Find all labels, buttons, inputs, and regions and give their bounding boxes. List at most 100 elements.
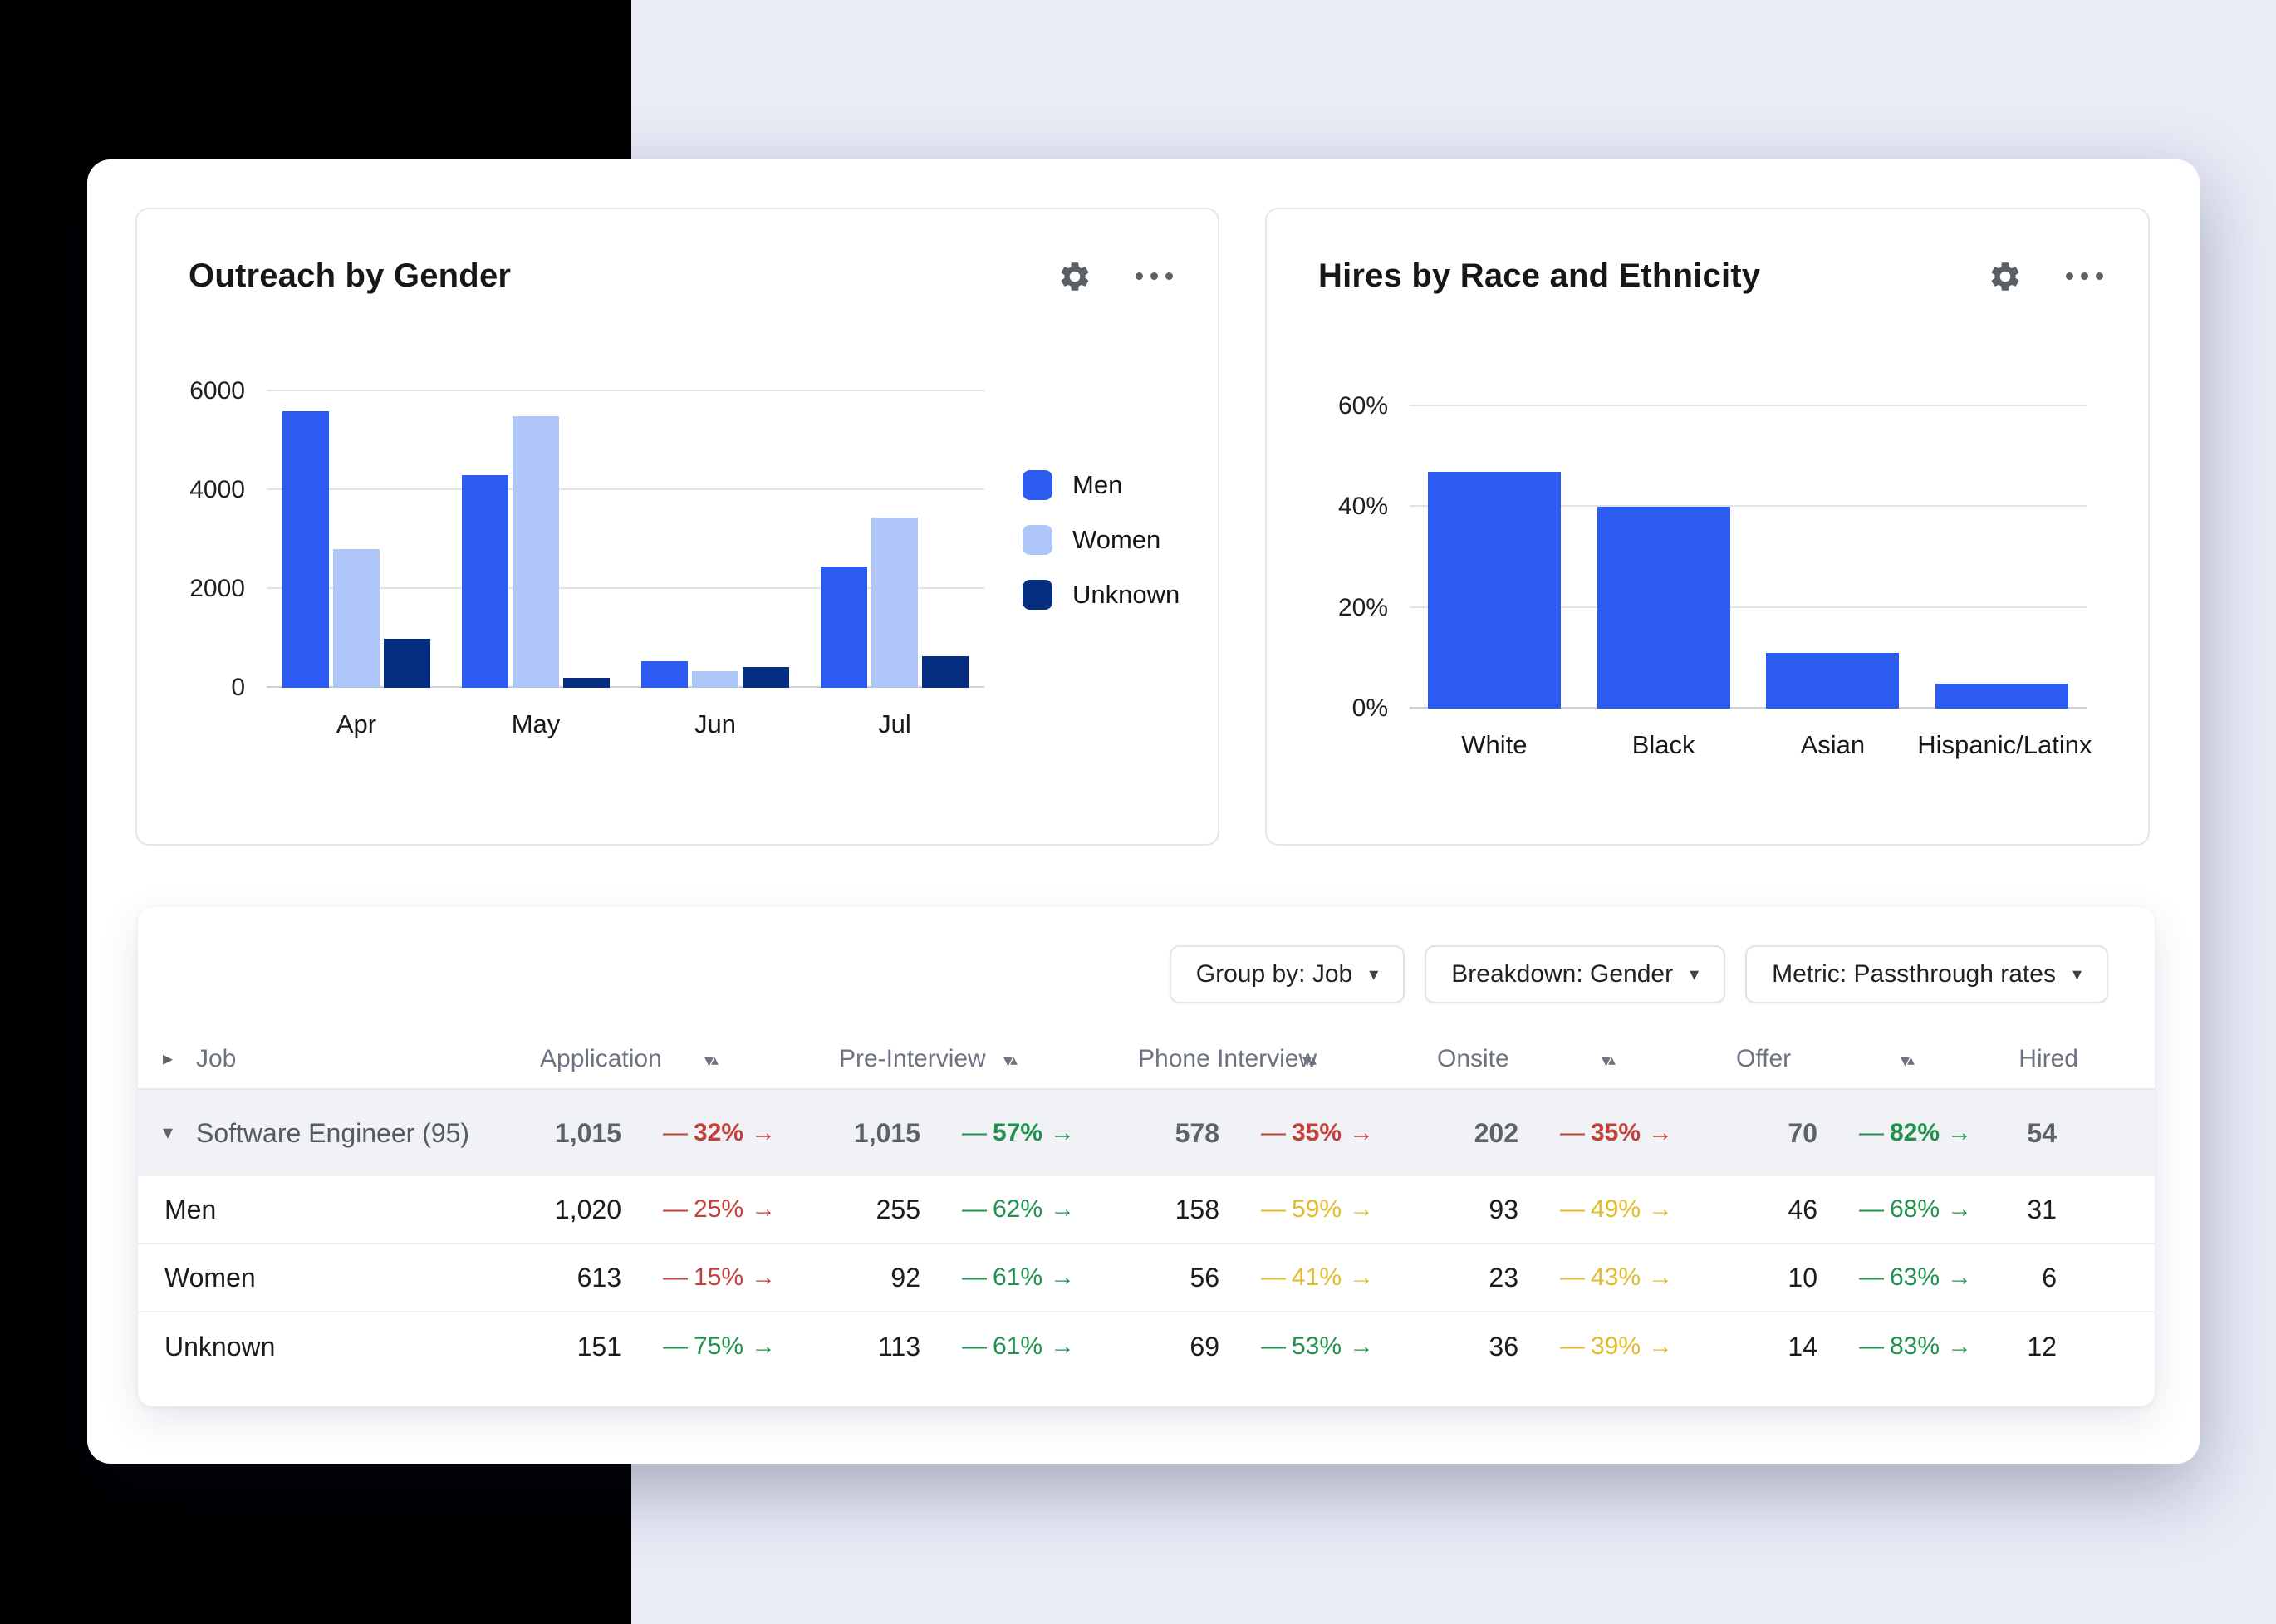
y-tick-label: 0%: [1351, 694, 1388, 722]
passthrough-rate: —75% →: [662, 1332, 777, 1360]
breakdown-dropdown[interactable]: Breakdown: Gender ▾: [1425, 945, 1726, 1003]
arrow-right-icon: →: [751, 1263, 777, 1291]
column-header-application: Application: [540, 1045, 662, 1072]
breakdown-label: Breakdown: Gender: [1451, 960, 1674, 988]
legend-item-unknown: Unknown: [1023, 579, 1218, 610]
passthrough-rate: —43% →: [1559, 1263, 1674, 1291]
card-title: Outreach by Gender: [189, 258, 512, 294]
count-offer: 14: [1788, 1331, 1817, 1362]
plot-area: Apr May Jun Jul: [267, 390, 984, 738]
passthrough-rate: —83% →: [1858, 1332, 1973, 1360]
sort-icon[interactable]: ▾▴: [704, 1050, 719, 1071]
count-application: 1,015: [554, 1117, 621, 1148]
bar-hires-asian: [1766, 653, 1900, 709]
arrow-right-icon: →: [1947, 1119, 1973, 1146]
bar-group-hispanic-latinx: Hispanic/Latinx: [1917, 406, 2092, 759]
arrow-right-icon: →: [1648, 1119, 1674, 1146]
count-phone-interview: 69: [1190, 1331, 1219, 1362]
bar-men-may: [462, 475, 508, 688]
breakdown-label: Men: [164, 1194, 217, 1224]
hires-chart: 0% 20% 40% 60% White Black Asian Hispanic/Lati…: [1267, 392, 2148, 759]
arrow-right-icon: →: [1349, 1332, 1375, 1360]
arrow-right-icon: →: [1050, 1119, 1076, 1146]
bar-men-jul: [821, 567, 867, 688]
gear-icon[interactable]: [1988, 259, 2023, 294]
count-phone-interview: 158: [1175, 1194, 1219, 1224]
arrow-right-icon: →: [1648, 1263, 1674, 1291]
table-row-men: Men 1,020 —25% → 255 —62% → 158 —59% → 93 —…: [138, 1176, 2155, 1244]
legend-label: Unknown: [1072, 579, 1180, 609]
passthrough-rate: —57% →: [961, 1119, 1076, 1146]
passthrough-rate: —53% →: [1260, 1332, 1375, 1360]
sort-icon[interactable]: ▾▴: [1302, 1050, 1317, 1071]
y-tick-label: 60%: [1337, 392, 1388, 419]
table-row-unknown: Unknown 151 —75% → 113 —61% → 69 —53% → 36 …: [138, 1312, 2155, 1381]
passthrough-rate: —61% →: [961, 1332, 1076, 1360]
gridline: [267, 587, 984, 589]
y-axis: 0 2000 4000 6000: [159, 377, 245, 701]
count-onsite: 36: [1489, 1331, 1518, 1362]
legend-label: Women: [1072, 524, 1161, 554]
y-tick-label: 2000: [189, 575, 245, 602]
bar-women-may: [513, 415, 559, 688]
bar-group-jun: Jun: [625, 391, 805, 738]
collapse-row-icon[interactable]: ▾: [163, 1121, 174, 1144]
bar-hires-white: [1427, 471, 1561, 709]
bar-unknown-jun: [743, 667, 789, 688]
x-tick-label: Asian: [1800, 730, 1866, 759]
gridline: [1410, 606, 2087, 608]
count-pre-interview: 113: [877, 1331, 920, 1362]
expand-collapse-icon[interactable]: ▸: [163, 1048, 174, 1070]
x-tick-label: Black: [1631, 730, 1695, 759]
bar-group-may: May: [446, 391, 625, 738]
count-pre-interview: 255: [876, 1194, 920, 1224]
arrow-right-icon: →: [1349, 1195, 1375, 1223]
sort-icon[interactable]: ▾▴: [1602, 1050, 1616, 1071]
bar-women-jul: [871, 517, 918, 688]
bar-women-apr: [333, 549, 380, 688]
sort-icon[interactable]: ▾▴: [1003, 1050, 1018, 1071]
gridline: [1410, 405, 2087, 406]
more-options-icon[interactable]: [2066, 272, 2103, 280]
legend-swatch-unknown: [1023, 579, 1052, 610]
arrow-right-icon: →: [1349, 1263, 1375, 1291]
gridline: [267, 390, 984, 391]
bar-unknown-jul: [922, 655, 969, 688]
sort-icon[interactable]: ▾▴: [1901, 1050, 1915, 1071]
more-options-icon[interactable]: [1136, 272, 1173, 280]
chevron-down-icon: ▾: [1690, 964, 1700, 984]
main-card: Outreach by Gender 0 2000 4000 6000 Apr May J…: [87, 159, 2200, 1464]
table-row-software-engineer[interactable]: ▾ Software Engineer (95) 1,015 —32% → 1,0…: [138, 1090, 2155, 1176]
count-phone-interview: 56: [1190, 1262, 1219, 1293]
legend-label: Men: [1072, 469, 1123, 499]
arrow-right-icon: →: [751, 1195, 777, 1223]
passthrough-rate: —62% →: [961, 1195, 1076, 1223]
count-onsite: 23: [1489, 1262, 1518, 1293]
passthrough-rate: —35% →: [1559, 1119, 1674, 1146]
count-hired: 6: [2042, 1262, 2057, 1293]
group-by-dropdown[interactable]: Group by: Job ▾: [1169, 945, 1405, 1003]
chart-legend: Men Women Unknown: [1023, 469, 1218, 610]
legend-item-men: Men: [1023, 469, 1218, 500]
count-hired: 31: [2027, 1194, 2057, 1224]
x-tick-label: Hispanic/Latinx: [1917, 730, 2092, 759]
count-offer: 10: [1788, 1262, 1817, 1293]
hires-by-race-card: Hires by Race and Ethnicity 0% 20% 40% 60% …: [1265, 208, 2150, 846]
count-application: 1,020: [554, 1194, 621, 1224]
count-application: 613: [576, 1262, 621, 1293]
gridline: [267, 686, 984, 688]
gear-icon[interactable]: [1057, 259, 1092, 294]
bar-men-apr: [282, 410, 329, 688]
arrow-right-icon: →: [1648, 1332, 1674, 1360]
bar-group-white: White: [1410, 406, 1579, 759]
x-tick-label: Jul: [878, 709, 911, 738]
column-header-job: Job: [196, 1045, 237, 1072]
passthrough-rate: —59% →: [1260, 1195, 1375, 1223]
y-tick-label: 40%: [1337, 493, 1388, 521]
passthrough-rate: —32% →: [662, 1119, 777, 1146]
y-tick-label: 4000: [189, 476, 245, 503]
metric-dropdown[interactable]: Metric: Passthrough rates ▾: [1745, 945, 2108, 1003]
count-offer: 70: [1788, 1117, 1817, 1148]
passthrough-rate: —35% →: [1260, 1119, 1375, 1146]
bar-men-jun: [641, 661, 688, 688]
